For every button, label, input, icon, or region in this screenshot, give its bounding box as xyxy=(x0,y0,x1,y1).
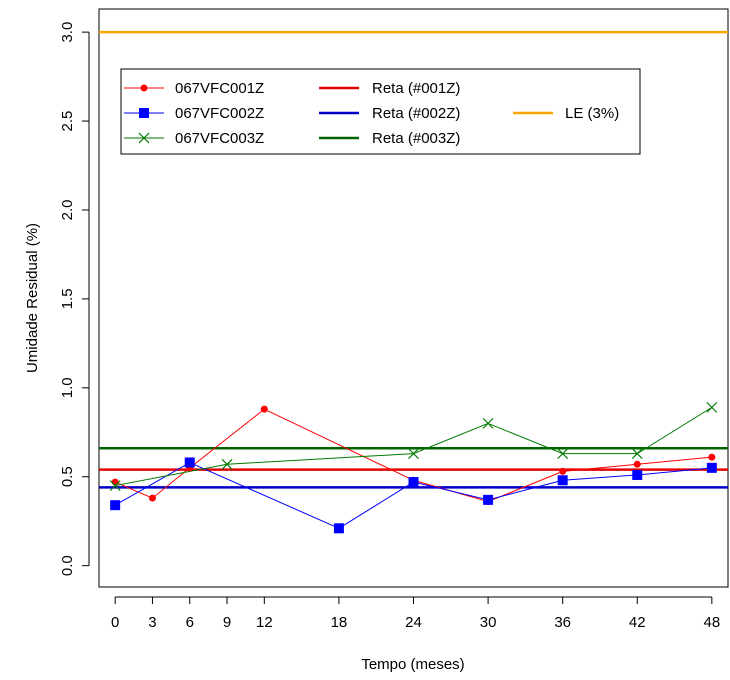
data-point-s2-2 xyxy=(408,448,419,460)
legend-label-series-2: 067VFC003Z xyxy=(175,130,264,147)
legend-marker-series-2-stroke-b xyxy=(138,132,150,144)
data-point-s1-1 xyxy=(184,457,195,468)
legend-label-ref-2: Reta (#003Z) xyxy=(372,130,460,147)
data-point-s2-6 xyxy=(706,401,718,413)
y-tick-label-0: 0.0 xyxy=(59,555,76,576)
data-point-s1-4 xyxy=(483,494,494,505)
legend-marker-series-1 xyxy=(139,108,149,118)
legend-label-series-1: 067VFC002Z xyxy=(175,105,264,122)
legend-label-series-0: 067VFC001Z xyxy=(175,80,264,97)
x-tick-label-9: 42 xyxy=(629,614,646,631)
x-tick-label-8: 36 xyxy=(554,614,571,631)
data-point-s2-4 xyxy=(557,448,569,460)
data-point-s1-2 xyxy=(333,523,344,534)
legend-box xyxy=(120,68,641,155)
data-point-s2-4-stroke-b xyxy=(557,448,569,460)
legend-label-ref-1: Reta (#002Z) xyxy=(372,105,460,122)
legend-label-ref-0: Reta (#001Z) xyxy=(372,80,460,97)
data-point-s0-8 xyxy=(708,453,716,461)
legend-marker-series-2 xyxy=(138,132,150,144)
data-point-s0-1 xyxy=(148,494,156,502)
data-point-s0-6 xyxy=(559,467,567,475)
x-tick-label-10: 48 xyxy=(703,614,720,631)
legend: 067VFC001Z 067VFC002Z 067VFC003Z Reta (#001… xyxy=(120,68,641,155)
data-point-s2-6-stroke-b xyxy=(706,401,718,413)
y-tick-label-6: 3.0 xyxy=(59,22,76,43)
x-tick-label-1: 3 xyxy=(148,614,156,631)
x-tick-label-5: 18 xyxy=(331,614,348,631)
series-line-2 xyxy=(115,406,713,487)
data-point-s1-5 xyxy=(557,475,568,486)
x-axis-label: Tempo (meses) xyxy=(361,656,464,673)
y-axis: 0.0 0.5 1.0 1.5 2.0 2.5 3.0 xyxy=(59,22,90,576)
x-tick-label-7: 30 xyxy=(480,614,497,631)
data-point-s2-1 xyxy=(221,458,233,470)
data-point-s2-3-stroke-b xyxy=(482,417,494,429)
data-point-s2-1-stroke-b xyxy=(221,458,233,470)
data-point-s0-7 xyxy=(633,460,641,468)
y-axis-label: Umidade Residual (%) xyxy=(24,223,41,373)
data-point-s1-6 xyxy=(632,469,643,480)
x-tick-label-6: 24 xyxy=(405,614,422,631)
data-point-s2-5 xyxy=(631,448,643,460)
data-point-s1-7 xyxy=(706,462,717,473)
series-points xyxy=(109,401,718,534)
reference-lines xyxy=(99,30,728,489)
x-tick-label-3: 9 xyxy=(223,614,231,631)
data-point-s2-5-stroke-b xyxy=(631,448,643,460)
data-point-s2-0-stroke-b xyxy=(109,480,121,492)
data-point-s2-2-stroke-b xyxy=(408,448,419,460)
data-point-s2-0 xyxy=(109,480,121,492)
data-point-s0-3 xyxy=(260,405,268,413)
plot-frame xyxy=(98,8,729,588)
y-tick-label-3: 1.5 xyxy=(59,288,76,309)
x-tick-label-2: 6 xyxy=(186,614,194,631)
y-tick-label-4: 2.0 xyxy=(59,200,76,221)
series-line-1 xyxy=(114,461,712,529)
y-tick-label-2: 1.0 xyxy=(59,377,76,398)
data-point-s0-0 xyxy=(111,478,119,486)
data-point-s2-3 xyxy=(482,417,494,429)
y-tick-label-1: 0.5 xyxy=(59,466,76,487)
legend-marker-series-0 xyxy=(140,84,148,92)
x-tick-label-0: 0 xyxy=(111,614,119,631)
series-lines xyxy=(114,406,713,529)
y-tick-label-5: 2.5 xyxy=(59,111,76,132)
data-point-s1-3 xyxy=(408,477,419,488)
data-point-s1-0 xyxy=(110,500,121,511)
x-axis: 0 3 6 9 12 18 24 30 36 42 48 xyxy=(111,596,720,631)
legend-label-ref-3: LE (3%) xyxy=(565,105,619,122)
x-tick-label-4: 12 xyxy=(256,614,273,631)
